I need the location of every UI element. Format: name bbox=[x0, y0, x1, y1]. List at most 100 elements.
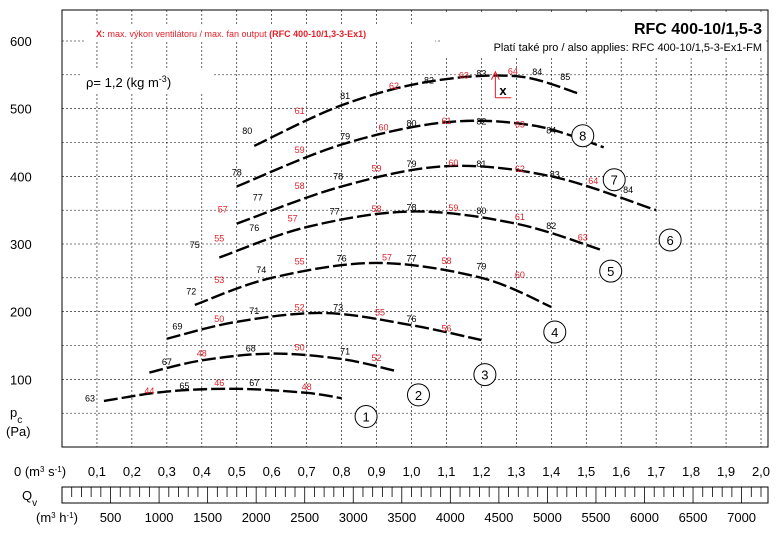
x2-tick-label: 2000 bbox=[242, 510, 271, 525]
grid bbox=[61, 9, 769, 448]
x-tick-label: 1,7 bbox=[647, 464, 665, 479]
efficiency-label: 80 bbox=[406, 119, 416, 129]
x2-tick-label: 1500 bbox=[193, 510, 222, 525]
curve-8 bbox=[253, 74, 580, 147]
efficiency-label: 67 bbox=[162, 357, 172, 367]
efficiency-label: 79 bbox=[340, 132, 350, 142]
curve-badge bbox=[602, 168, 626, 192]
efficiency-label: 81 bbox=[476, 159, 486, 169]
curve-number: 2 bbox=[415, 388, 422, 403]
efficiency-label: 76 bbox=[337, 253, 347, 263]
curve-number: 8 bbox=[579, 129, 586, 144]
efficiency-label: 64 bbox=[508, 67, 518, 77]
x2-tick-label: 5000 bbox=[533, 510, 562, 525]
efficiency-label: 44 bbox=[144, 386, 154, 396]
y-tick-label: 200 bbox=[10, 305, 32, 320]
efficiency-label: 62 bbox=[389, 81, 399, 91]
y-tick-label: 400 bbox=[10, 169, 32, 184]
max-output-marker: x bbox=[499, 83, 507, 98]
x2-tick-label: 1000 bbox=[145, 510, 174, 525]
x2-tick-label: 500 bbox=[100, 510, 122, 525]
curve-6 bbox=[236, 164, 657, 225]
x-tick-label: 1,0 bbox=[402, 464, 420, 479]
efficiency-label: 57 bbox=[382, 253, 392, 263]
x-tick-label: 1,2 bbox=[472, 464, 490, 479]
x-tick-label: 1,3 bbox=[507, 464, 525, 479]
efficiency-label: 59 bbox=[448, 203, 458, 213]
efficiency-label: 48 bbox=[302, 382, 312, 392]
efficiency-label: 60 bbox=[515, 270, 525, 280]
efficiency-label: 82 bbox=[424, 75, 434, 85]
efficiency-label: 55 bbox=[375, 307, 385, 317]
efficiency-label: 61 bbox=[441, 116, 451, 126]
efficiency-label: 46 bbox=[214, 378, 224, 388]
max-output-arrow bbox=[490, 70, 500, 80]
efficiency-label: 55 bbox=[214, 234, 224, 244]
x2-tick-label: 5500 bbox=[581, 510, 610, 525]
x2-tick-label: 6000 bbox=[630, 510, 659, 525]
efficiency-label: 50 bbox=[295, 343, 305, 353]
x-tick-label: 1,6 bbox=[612, 464, 630, 479]
x-tick-label: 0,8 bbox=[333, 464, 351, 479]
note-box bbox=[85, 24, 435, 42]
efficiency-label: 83 bbox=[476, 69, 486, 79]
efficiency-label: 61 bbox=[515, 212, 525, 222]
efficiency-label: 77 bbox=[253, 192, 263, 202]
x2-tick-label: 4500 bbox=[484, 510, 513, 525]
efficiency-label: 73 bbox=[333, 303, 343, 313]
efficiency-label: 48 bbox=[197, 349, 207, 359]
efficiency-label: 76 bbox=[406, 314, 416, 324]
efficiency-label: 53 bbox=[214, 275, 224, 285]
efficiency-label: 52 bbox=[295, 303, 305, 313]
efficiency-label: 84 bbox=[532, 67, 542, 77]
x-tick-label: 0,2 bbox=[123, 464, 141, 479]
curve-badge bbox=[599, 259, 623, 283]
curve-badge bbox=[354, 405, 378, 429]
x-tick-label: 2,0 bbox=[752, 464, 770, 479]
efficiency-label: 82 bbox=[476, 117, 486, 127]
efficiency-label: 57 bbox=[288, 213, 298, 223]
x2-tick-label: 3000 bbox=[339, 510, 368, 525]
curve-number: 4 bbox=[551, 325, 558, 340]
efficiency-label: 58 bbox=[441, 256, 451, 266]
efficiency-label: 78 bbox=[406, 203, 416, 213]
efficiency-label: 63 bbox=[515, 119, 525, 129]
x-tick-label: 1,4 bbox=[542, 464, 560, 479]
x-tick-label: 1,9 bbox=[717, 464, 735, 479]
efficiency-label: 77 bbox=[406, 253, 416, 263]
y-tick-label: 600 bbox=[10, 34, 32, 49]
efficiency-label: 50 bbox=[214, 314, 224, 324]
curve-number: 3 bbox=[481, 368, 488, 383]
efficiency-label: 60 bbox=[379, 123, 389, 133]
efficiency-label: 63 bbox=[459, 71, 469, 81]
qv-symbol: Qv bbox=[22, 488, 37, 509]
efficiency-label: 80 bbox=[242, 126, 252, 136]
efficiency-label: 80 bbox=[476, 206, 486, 216]
efficiency-label: 58 bbox=[295, 181, 305, 191]
x2-tick-label: 2500 bbox=[290, 510, 319, 525]
curve-badge bbox=[543, 320, 567, 344]
curve-number: 5 bbox=[607, 264, 614, 279]
efficiency-label: 60 bbox=[448, 158, 458, 168]
efficiency-label: 57 bbox=[218, 205, 228, 215]
efficiency-label: 55 bbox=[295, 257, 305, 267]
efficiency-label: 78 bbox=[232, 167, 242, 177]
efficiency-label: 75 bbox=[190, 240, 200, 250]
efficiency-label: 84 bbox=[623, 185, 633, 195]
curve-badge bbox=[658, 228, 682, 252]
y-tick-label: 500 bbox=[10, 102, 32, 117]
efficiency-label: 81 bbox=[340, 91, 350, 101]
y-tick-label: 100 bbox=[10, 372, 32, 387]
efficiency-label: 74 bbox=[256, 265, 266, 275]
efficiency-label: 56 bbox=[441, 324, 451, 334]
x2-tick-label: 6500 bbox=[679, 510, 708, 525]
x-tick-label: 0,9 bbox=[368, 464, 386, 479]
x2-tick-label: 7000 bbox=[727, 510, 756, 525]
curve-badge bbox=[571, 124, 595, 148]
title-box bbox=[440, 14, 766, 58]
efficiency-label: 61 bbox=[295, 106, 305, 116]
curve-number: 7 bbox=[611, 173, 618, 188]
qv-ruler bbox=[61, 486, 769, 504]
